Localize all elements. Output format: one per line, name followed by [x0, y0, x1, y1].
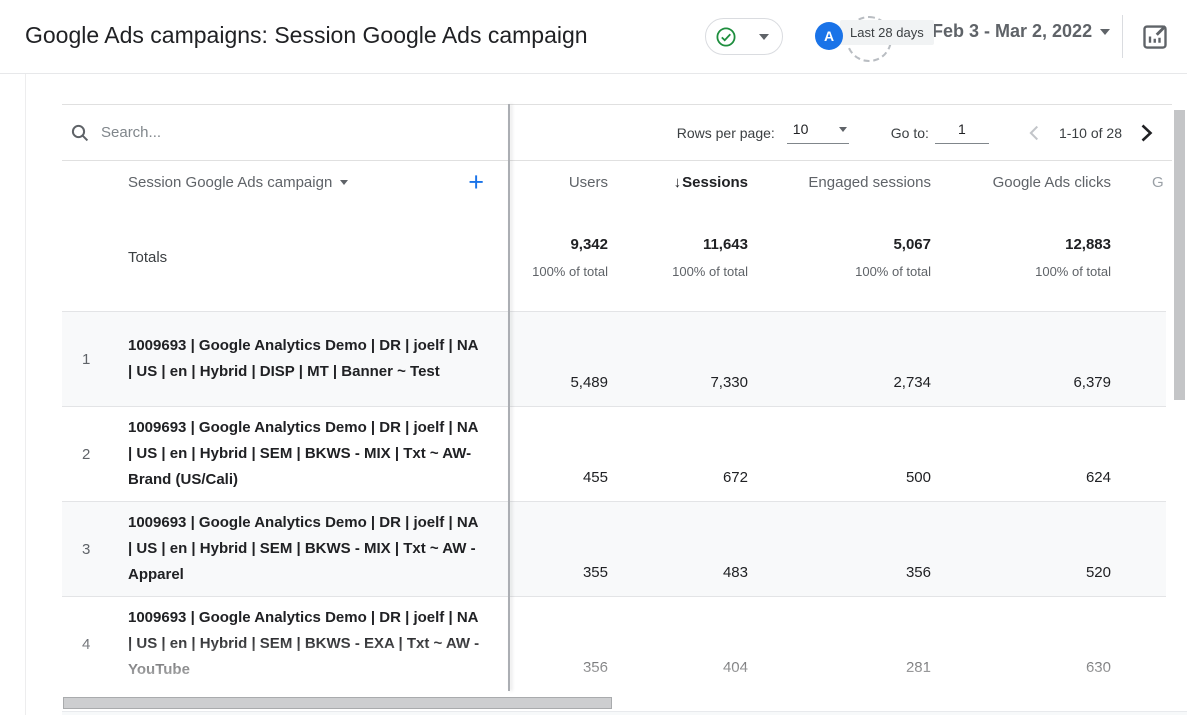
check-circle-icon — [715, 26, 737, 48]
campaign-name: 1009693 | Google Analytics Demo | DR | j… — [128, 502, 508, 596]
rows-per-page-label: Rows per page: — [676, 124, 775, 141]
engaged-sessions-value: 281 — [905, 659, 931, 676]
chevron-down-icon — [1100, 29, 1110, 35]
column-header-sessions-label: Sessions — [682, 174, 748, 191]
table-row: 4 1009693 | Google Analytics Demo | DR |… — [62, 596, 1166, 691]
app-bar: Google Ads campaigns: Session Google Ads… — [0, 0, 1187, 74]
engaged-sessions-value: 500 — [905, 469, 931, 486]
goto-label: Go to: — [890, 124, 929, 141]
sessions-value: 7,330 — [710, 374, 748, 391]
rows-per-page-value: 10 — [792, 121, 809, 137]
campaign-name: 1009693 | Google Analytics Demo | DR | j… — [128, 597, 508, 691]
customize-report-button[interactable] — [1140, 22, 1170, 52]
totals-sessions-value: 11,643 — [702, 236, 748, 253]
next-page-button[interactable] — [1134, 121, 1158, 145]
clipped-value — [1111, 502, 1166, 596]
campaign-name-text: 1009693 | Google Analytics Demo | DR | j… — [128, 419, 478, 488]
engaged-sessions-value: 356 — [905, 564, 931, 581]
column-header-clipped: G — [1152, 174, 1164, 191]
table-toolbar: Rows per page: 10 Go to: 1 1-10 of 28 — [62, 104, 1172, 161]
duration-tooltip: Last 28 days — [840, 20, 934, 45]
search-icon — [69, 122, 91, 144]
totals-clicks-subtext: 100% of total — [1035, 264, 1111, 279]
totals-sessions-subtext: 100% of total — [672, 264, 748, 279]
table-row: 3 1009693 | Google Analytics Demo | DR |… — [62, 501, 1166, 596]
horizontal-scrollbar[interactable] — [63, 697, 612, 709]
google-ads-clicks-value: 6,379 — [1073, 374, 1111, 391]
sessions-value: 672 — [722, 469, 748, 486]
row-number: 4 — [82, 635, 91, 653]
dimension-header-cell: Session Google Ads campaign + — [62, 169, 508, 196]
sort-descending-icon: ↓ — [673, 174, 682, 191]
totals-users-value: 9,342 — [570, 236, 608, 253]
users-value: 355 — [582, 564, 608, 581]
totals-engaged-value: 5,067 — [893, 236, 931, 253]
row-number: 2 — [82, 445, 91, 463]
clipped-value — [1111, 407, 1166, 501]
table-header-row: Session Google Ads campaign + Users ↓Ses… — [62, 161, 1166, 204]
edit-chart-icon — [1140, 22, 1170, 52]
users-value: 455 — [582, 469, 608, 486]
campaign-name-text: 1009693 | Google Analytics Demo | DR | j… — [128, 609, 480, 678]
chevron-down-icon — [340, 180, 349, 185]
row-number: 1 — [82, 350, 91, 368]
totals-google-ads-clicks: 12,883 100% of total — [931, 236, 1111, 279]
users-value: 5,489 — [570, 374, 608, 391]
column-header-users[interactable]: Users — [568, 174, 608, 191]
google-ads-clicks-value: 630 — [1085, 659, 1111, 676]
add-column-button[interactable]: + — [468, 167, 484, 197]
content-left-border — [25, 74, 26, 715]
totals-engaged-subtext: 100% of total — [855, 264, 931, 279]
validation-status-badge[interactable] — [705, 18, 783, 55]
totals-row: Totals 9,342 100% of total 11,643 100% o… — [62, 204, 1166, 311]
totals-clicks-value: 12,883 — [1065, 236, 1111, 253]
pagination-controls: Rows per page: 10 Go to: 1 1-10 of 28 — [508, 105, 1172, 160]
google-ads-clicks-value: 520 — [1085, 564, 1111, 581]
table-row: 1 1009693 | Google Analytics Demo | DR |… — [62, 311, 1166, 406]
totals-users-subtext: 100% of total — [532, 264, 608, 279]
search-input[interactable] — [101, 124, 401, 141]
appbar-divider — [1122, 15, 1123, 58]
avatar[interactable]: A — [815, 22, 843, 50]
chevron-down-icon — [759, 33, 769, 40]
campaign-name: 1009693 | Google Analytics Demo | DR | j… — [128, 407, 508, 501]
column-header-google-ads-clicks[interactable]: Google Ads clicks — [992, 174, 1111, 191]
rows-per-page-select[interactable]: 10 — [786, 121, 849, 144]
column-header-sessions[interactable]: ↓Sessions — [608, 174, 748, 191]
sessions-value: 483 — [722, 564, 748, 581]
row-number: 3 — [82, 540, 91, 558]
campaign-name-text: 1009693 | Google Analytics Demo | DR | j… — [128, 514, 478, 583]
report-table-card: Rows per page: 10 Go to: 1 1-10 of 28 — [62, 104, 1187, 715]
clipped-value — [1111, 312, 1166, 406]
vertical-scrollbar[interactable] — [1174, 110, 1185, 400]
column-header-engaged-sessions[interactable]: Engaged sessions — [808, 174, 931, 191]
table-body: 1 1009693 | Google Analytics Demo | DR |… — [62, 311, 1166, 691]
search-zone — [62, 105, 508, 160]
users-value: 356 — [582, 659, 608, 676]
page-title: Google Ads campaigns: Session Google Ads… — [25, 22, 588, 48]
dimension-header-label: Session Google Ads campaign — [128, 174, 333, 191]
totals-users: 9,342 100% of total — [508, 236, 608, 279]
campaign-name: 1009693 | Google Analytics Demo | DR | j… — [128, 312, 508, 406]
page-range-text: 1-10 of 28 — [1058, 124, 1122, 141]
dimension-header-dropdown[interactable]: Session Google Ads campaign — [128, 174, 349, 191]
totals-label: Totals — [128, 249, 168, 266]
campaign-name-text: 1009693 | Google Analytics Demo | DR | j… — [128, 337, 478, 380]
date-range-selector[interactable]: Feb 3 - Mar 2, 2022 — [932, 21, 1093, 41]
sessions-value: 404 — [722, 659, 748, 676]
table-row: 2 1009693 | Google Analytics Demo | DR |… — [62, 406, 1166, 501]
clipped-value — [1111, 597, 1166, 691]
totals-sessions: 11,643 100% of total — [608, 236, 748, 279]
card-bottom-edge — [62, 711, 1187, 715]
google-ads-clicks-value: 624 — [1085, 469, 1111, 486]
totals-engaged-sessions: 5,067 100% of total — [748, 236, 931, 279]
goto-page-input[interactable]: 1 — [934, 121, 989, 144]
chevron-down-icon — [838, 126, 847, 132]
engaged-sessions-value: 2,734 — [893, 374, 931, 391]
frozen-column-divider — [508, 104, 510, 691]
previous-page-button[interactable] — [1023, 121, 1047, 145]
